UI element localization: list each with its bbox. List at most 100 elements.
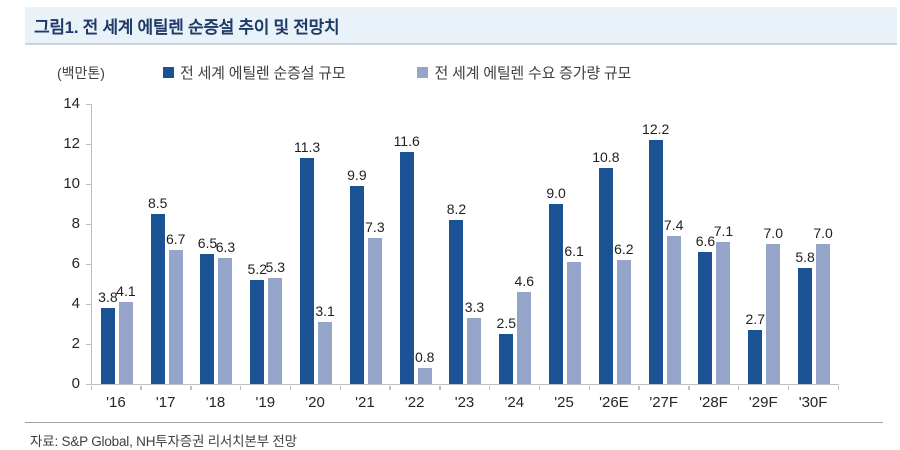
bar-value-label: 6.5: [197, 235, 218, 251]
x-tick-label-26E: '26E: [599, 394, 629, 411]
bar-value-label: 12.2: [642, 121, 670, 137]
legend-swatch-icon: [417, 67, 429, 78]
x-tick-label-21: '21: [355, 394, 375, 411]
bar-series2-30F: 7.0: [813, 225, 833, 384]
chart-legend: 전 세계 에틸렌 순증설 규모 전 세계 에틸렌 수요 증가량 규모: [163, 62, 631, 83]
bar-series1-18: 6.5: [198, 235, 217, 384]
y-tick-label: 0: [71, 375, 80, 392]
y-tick-mark: [86, 303, 91, 305]
y-tick-mark: [86, 343, 91, 345]
x-tick-mark: [190, 385, 192, 390]
bar-series1-24: 2.5: [497, 315, 516, 384]
x-tick-mark: [787, 385, 790, 390]
bar-series1-30F: 5.8: [795, 249, 815, 384]
bar-value-label: 7.0: [763, 225, 783, 241]
bar-series2-16: 4.1: [116, 283, 136, 384]
bar-group-24: 2.5 4.6: [490, 104, 540, 384]
bar-value-label: 3.8: [98, 289, 118, 305]
bar-series1-22: 11.6: [394, 133, 420, 384]
bar-value-label: 5.8: [795, 249, 815, 265]
bar-series2-25: 6.1: [564, 243, 584, 384]
bar-group-29F: 2.7 7.0: [739, 104, 789, 384]
figure-title: 그림1. 전 세계 에틸렌 순증설 추이 및 전망치: [34, 17, 340, 37]
legend-swatch-icon: [163, 67, 174, 78]
x-tick-mark: [90, 385, 92, 390]
y-tick-label: 2: [71, 335, 80, 352]
x-tick-label-16: '16: [106, 394, 126, 411]
bar-series2-28F: 7.1: [714, 223, 733, 384]
x-tick-mark: [488, 385, 491, 390]
bar-value-label: 6.7: [165, 231, 186, 247]
bar-value-label: 4.6: [514, 273, 534, 289]
bar-value-label: 8.5: [147, 195, 168, 211]
x-tick-label-19: '19: [255, 394, 276, 411]
bar-group-18: 6.5 6.3: [192, 104, 242, 384]
legend-item-series1: 전 세계 에틸렌 순증설 규모: [163, 62, 346, 83]
y-tick-label: 10: [63, 175, 80, 192]
x-tick-mark: [737, 385, 740, 390]
bar-series1-27F: 12.2: [642, 121, 669, 384]
bar-value-label: 6.6: [695, 233, 716, 249]
bar-value-label: 7.4: [663, 217, 684, 233]
bar-series1-17: 8.5: [148, 195, 167, 384]
bar-value-label: 3.3: [464, 299, 485, 315]
y-tick-mark: [86, 103, 91, 105]
bar-series1-20: 11.3: [294, 139, 320, 384]
y-tick-label: 8: [71, 215, 80, 232]
bar-group-16: 3.8 4.1: [92, 104, 142, 384]
y-tick-mark: [86, 263, 91, 265]
bar-value-label: 3.1: [315, 303, 335, 319]
figure-title-band: 그림1. 전 세계 에틸렌 순증설 추이 및 전망치: [25, 7, 897, 45]
bar-series1-23: 8.2: [447, 201, 466, 384]
bar-group-17: 8.5 6.7: [142, 104, 192, 384]
x-tick-label-27F: '27F: [649, 394, 679, 411]
y-tick-label: 6: [71, 255, 80, 272]
x-tick-label-25: '25: [554, 394, 574, 411]
x-tick-mark: [389, 385, 391, 390]
x-tick-label-28F: '28F: [699, 394, 728, 411]
legend-label: 전 세계 에틸렌 수요 증가량 규모: [434, 65, 632, 82]
bar-group-30F: 5.8 7.0: [789, 104, 839, 384]
bar-group-25: 9.0 6.1: [540, 104, 590, 384]
bar-series2-23: 3.3: [465, 299, 484, 384]
legend-label: 전 세계 에틸렌 순증설 규모: [180, 65, 346, 82]
bar-series1-21: 9.9: [347, 167, 367, 384]
bar-series2-19: 5.3: [266, 259, 285, 384]
x-tick-mark: [140, 385, 142, 390]
y-tick-label: 14: [63, 95, 80, 112]
bar-value-label: 7.1: [713, 223, 734, 239]
x-tick-mark: [638, 385, 640, 390]
bar-value-label: 7.0: [813, 225, 833, 241]
x-tick-label-22: '22: [404, 394, 425, 411]
bar-value-label: 6.3: [215, 239, 236, 255]
bar-value-label: 6.2: [614, 241, 634, 257]
x-tick-label-29F: '29F: [748, 394, 778, 411]
bar-value-label: 9.0: [546, 185, 566, 201]
bar-value-label: 10.8: [592, 149, 620, 165]
y-tick-mark: [86, 223, 91, 225]
bar-value-label: 8.2: [446, 201, 467, 217]
x-tick-label-17: '17: [155, 394, 176, 411]
bar-value-label: 9.9: [347, 167, 367, 183]
x-tick-mark: [538, 385, 541, 390]
bar-series2-29F: 7.0: [764, 225, 783, 384]
bar-group-21: 9.9 7.3: [341, 104, 391, 384]
bar-series1-16: 3.8: [98, 289, 118, 384]
y-tick-label: 4: [71, 295, 80, 312]
bar-series1-26E: 10.8: [592, 149, 619, 384]
x-tick-label-30F: '30F: [798, 394, 828, 411]
bar-series2-20: 3.1: [315, 303, 335, 384]
bar-series2-22: 0.8: [415, 349, 434, 384]
bar-value-label: 2.5: [496, 315, 516, 331]
y-tick-mark: [86, 383, 91, 385]
bar-value-label: 7.3: [365, 219, 385, 235]
bar-group-22: 11.6 0.8: [391, 104, 441, 384]
bar-value-label: 4.1: [116, 283, 136, 299]
bar-series1-25: 9.0: [546, 185, 566, 384]
bar-value-label: 11.3: [293, 139, 321, 155]
x-tick-mark: [339, 385, 341, 390]
bar-value-label: 5.2: [247, 261, 268, 277]
bar-group-27F: 12.2 7.4: [640, 104, 690, 384]
x-tick-mark: [688, 385, 690, 390]
